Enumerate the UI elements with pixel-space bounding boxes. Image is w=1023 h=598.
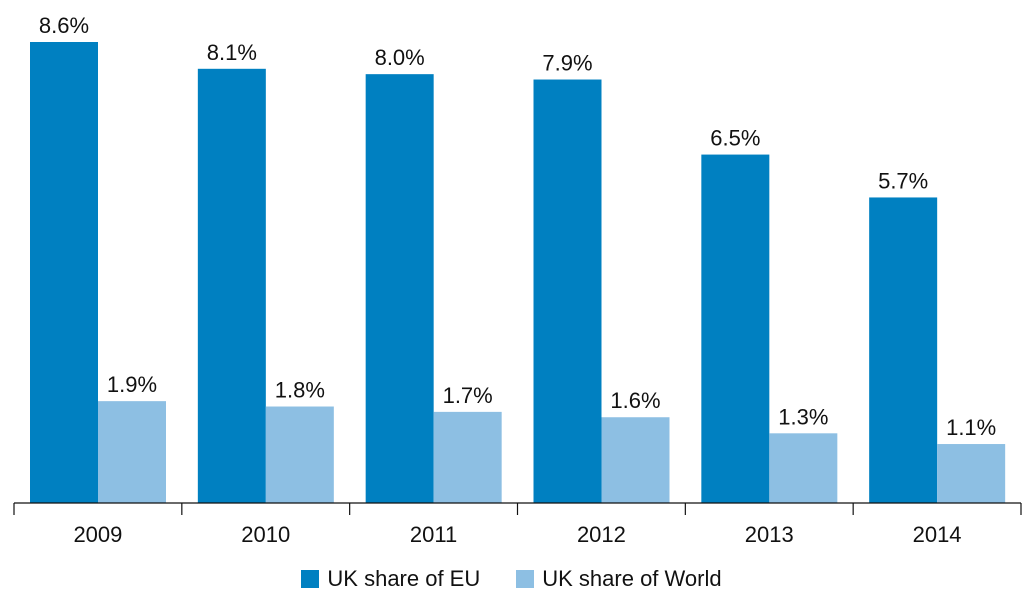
bar-world-2010 [265,406,334,503]
bar-eu-2014 [869,197,938,503]
data-label-eu-2012: 7.9% [542,51,592,76]
data-label-world-2009: 1.9% [107,372,157,397]
legend-label-world: UK share of World [542,566,722,591]
x-tick-label-2011: 2011 [410,522,457,547]
data-label-eu-2014: 5.7% [878,168,928,193]
legend-swatch-world [516,570,535,588]
bar-chart-plot: 8.6% 1.9% 2009 8.1% 1.8% 2010 8.0% 1.7% 2011 7.9%… [13,13,1022,547]
data-label-world-2013: 1.3% [778,404,828,429]
bar-eu-2009 [30,42,98,503]
data-label-eu-2011: 8.0% [375,45,425,70]
data-label-eu-2010: 8.1% [207,40,257,65]
data-label-world-2011: 1.7% [443,383,493,408]
bar-eu-2013 [701,154,770,503]
legend-swatch-eu [301,570,320,588]
data-label-eu-2013: 6.5% [710,126,760,151]
x-tick-label-2012: 2012 [577,522,626,547]
x-tick-label-2010: 2010 [241,522,290,547]
bar-world-2012 [601,417,670,503]
bar-eu-2010 [197,68,266,504]
legend-item-eu: UK share of EU [301,566,480,592]
data-label-eu-2009: 8.6% [39,13,89,38]
legend: UK share of EU UK share of World [0,566,1023,592]
bar-eu-2011 [365,74,434,504]
x-tick-label-2013: 2013 [745,522,794,547]
data-label-world-2012: 1.6% [610,388,660,413]
bar-eu-2012 [533,79,602,503]
x-tick-label-2009: 2009 [73,522,122,547]
bar-world-2013 [769,433,838,503]
bar-world-2009 [98,401,166,503]
data-label-world-2010: 1.8% [275,378,325,403]
bar-world-2014 [937,444,1006,503]
legend-item-world: UK share of World [516,566,722,592]
x-tick-label-2014: 2014 [913,522,962,547]
legend-label-eu: UK share of EU [327,566,481,591]
bar-world-2011 [433,411,502,503]
data-label-world-2014: 1.1% [946,415,996,440]
